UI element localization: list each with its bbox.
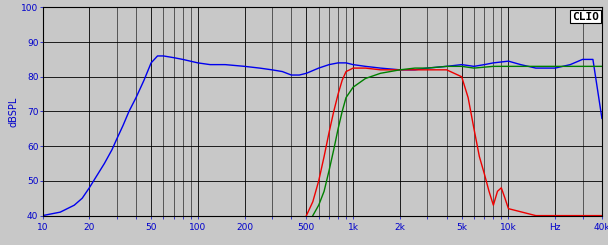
Text: CLIO: CLIO bbox=[572, 12, 599, 22]
Y-axis label: dBSPL: dBSPL bbox=[9, 96, 18, 127]
